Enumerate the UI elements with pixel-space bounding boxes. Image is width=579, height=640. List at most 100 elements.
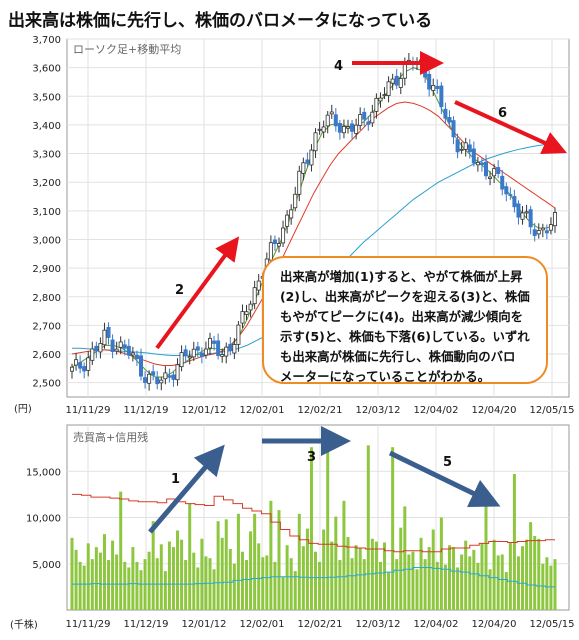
volume-bar	[131, 547, 135, 610]
candle-body	[488, 176, 493, 179]
volume-bar	[289, 558, 293, 610]
candle-body	[532, 229, 537, 236]
candle-body	[345, 126, 350, 129]
candle-body	[167, 375, 172, 378]
volume-bar	[488, 569, 492, 610]
annotation-line: 示す(5)と、株価も下落(6)している。いずれ	[280, 329, 530, 344]
marker-1: 1	[171, 472, 180, 487]
volume-bar	[236, 513, 240, 610]
candle-body	[341, 126, 346, 134]
volume-bar	[456, 567, 460, 610]
volume-bar	[176, 530, 180, 610]
volume-bar	[435, 561, 439, 610]
volume-bar	[171, 547, 175, 610]
volume-bar	[484, 504, 488, 610]
marker-2: 2	[175, 283, 184, 298]
volume-bar	[431, 529, 435, 610]
volume-bar	[545, 557, 549, 610]
candle-body	[212, 340, 217, 344]
price-y-tick: 3,200	[32, 178, 61, 189]
volume-bar	[98, 552, 102, 610]
volume-bar	[508, 542, 512, 610]
volume-bar	[90, 559, 94, 610]
volume-bar	[439, 517, 443, 610]
price-y-tick: 2,900	[32, 264, 61, 275]
volume-bar	[127, 567, 131, 610]
annotation-line: 出来高が増加(1)すると、やがて株価が上昇	[280, 269, 523, 284]
volume-x-tick: 12/01/12	[182, 619, 227, 630]
volume-bar	[358, 548, 362, 610]
candle-body	[289, 209, 294, 219]
candle-body	[439, 85, 444, 108]
volume-x-tick: 12/04/02	[414, 619, 459, 630]
candlesticks	[70, 52, 558, 391]
volume-bar	[224, 519, 228, 610]
price-y-tick: 3,500	[32, 92, 61, 103]
candle-body	[471, 148, 476, 164]
candle-body	[504, 186, 509, 195]
volume-bar	[378, 561, 382, 610]
candle-body	[370, 111, 375, 124]
price-x-tick: 12/02/01	[240, 405, 285, 416]
price-y-tick: 2,600	[32, 350, 61, 361]
volume-y-tick: 5,000	[32, 560, 61, 571]
price-x-tick: 11/12/19	[124, 405, 169, 416]
candle-body	[244, 311, 249, 315]
candle-body	[451, 120, 456, 138]
candle-body	[86, 357, 91, 371]
candle-body	[508, 194, 513, 196]
marker-4: 4	[334, 59, 343, 74]
volume-bar	[374, 541, 378, 610]
candle-body	[325, 114, 330, 127]
volume-bar	[350, 558, 354, 610]
candle-body	[268, 242, 273, 261]
volume-bar	[525, 539, 529, 610]
volume-bar	[212, 569, 216, 610]
candle-body	[114, 348, 119, 352]
candle-body	[301, 162, 306, 174]
volume-bar	[460, 554, 464, 610]
volume-y-tick: 15,000	[26, 467, 61, 478]
candle-body	[147, 373, 152, 384]
candle-body	[175, 364, 180, 381]
candle-body	[256, 280, 261, 291]
candle-body	[443, 108, 448, 119]
candle-body	[240, 311, 245, 324]
candle-body	[309, 149, 314, 166]
volume-bar	[496, 555, 500, 610]
candle-body	[143, 377, 148, 383]
candle-body	[110, 339, 115, 352]
candle-body	[122, 344, 127, 349]
volume-bar	[342, 500, 346, 610]
candle-body	[191, 348, 196, 358]
candle-body	[427, 73, 432, 90]
price-x-tick: 11/11/29	[66, 405, 111, 416]
volume-bar	[322, 529, 326, 610]
volume-bar	[277, 510, 281, 610]
candle-body	[500, 175, 505, 190]
candle-body	[94, 345, 99, 352]
candle-body	[378, 97, 383, 102]
price-y-tick: 2,500	[32, 379, 61, 390]
volume-x-tick: 12/05/15	[530, 619, 575, 630]
candle-body	[187, 356, 192, 359]
candle-body	[536, 230, 541, 235]
volume-bar	[366, 445, 370, 610]
marker-6: 6	[498, 106, 507, 121]
marker-5: 5	[443, 455, 452, 470]
volume-bar	[326, 450, 330, 610]
candle-body	[236, 324, 241, 345]
volume-bar	[269, 500, 273, 610]
volume-bar	[500, 554, 504, 610]
volume-bar	[82, 565, 86, 610]
candle-body	[78, 362, 83, 369]
volume-bar	[220, 537, 224, 610]
volume-bar	[208, 558, 212, 610]
candle-body	[374, 97, 379, 112]
candle-body	[350, 123, 355, 132]
volume-bar	[419, 537, 423, 610]
volume-bar	[427, 547, 431, 610]
candle-body	[224, 346, 229, 357]
price-x-tick: 12/05/15	[530, 405, 575, 416]
volume-bar	[529, 522, 533, 610]
